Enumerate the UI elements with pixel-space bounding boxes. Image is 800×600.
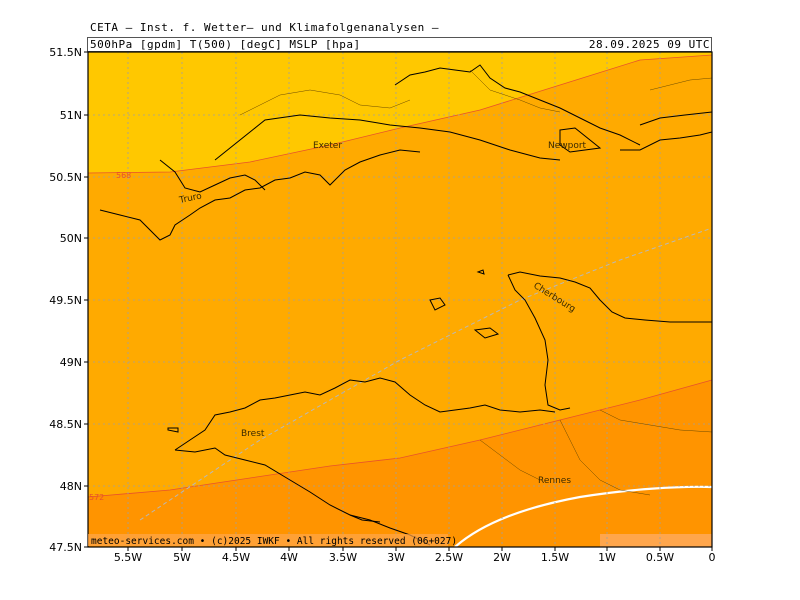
lat-label: 50N [60,232,82,245]
city-label-brest: Brest [241,429,265,439]
band-high [88,52,712,173]
lon-label: 5.5W [114,551,142,564]
city-label-truro: Truro [178,191,204,206]
lon-label: 0 [709,551,716,564]
contour-label-572: 572 [89,493,104,502]
band-low [88,380,712,547]
contour-label-568: 568 [116,171,131,180]
lat-label: 49.5N [49,294,82,307]
graticule [88,52,712,547]
lon-label: 2.5W [435,551,463,564]
borders [239,69,712,496]
credit-text: meteo-services.com • (c)2025 IWKF • All … [91,536,457,547]
lat-label: 50.5N [49,171,82,184]
lon-label: 3W [387,551,405,564]
lon-label: 5W [173,551,191,564]
credit-background [88,534,448,546]
city-label-rennes: Rennes [538,476,571,486]
lon-label: 4.5W [222,551,250,564]
longitude-labels: 5.5W 5W 4.5W 4W 3.5W 3W 2.5W 2W 1.5W 1W 0.5W 0 [114,547,716,564]
header-datetime: 28.09.2025 09 UTC [588,38,710,51]
lon-label: 1W [598,551,616,564]
header-institution: CETA – Inst. f. Wetter– und Klimafolgena… [90,21,440,34]
lat-label: 49N [60,356,82,369]
band-lowest [600,534,712,547]
coastlines [99,64,712,546]
lon-label: 2W [493,551,511,564]
lat-label: 51.5N [49,46,82,59]
city-label-newport: Newport [548,141,587,151]
latitude-labels: 51.5N 51N 50.5N 50N 49.5N 49N 48.5N 48N 47.5N [49,46,88,554]
isotherm-line [454,485,712,547]
dashed-line [139,227,712,521]
lon-label: 3.5W [329,551,357,564]
lat-label: 48.5N [49,418,82,431]
lat-label: 47.5N [49,541,82,554]
header-parameters: 500hPa [gpdm] T(500) [degC] MSLP [hpa] [90,38,361,51]
city-label-exeter: Exeter [313,141,342,151]
lon-label: 0.5W [646,551,674,564]
lat-label: 51N [60,109,82,122]
lon-label: 4W [280,551,298,564]
lat-label: 48N [60,480,82,493]
contour-568 [88,54,712,174]
contour-572 [88,379,712,498]
lon-label: 1.5W [541,551,569,564]
